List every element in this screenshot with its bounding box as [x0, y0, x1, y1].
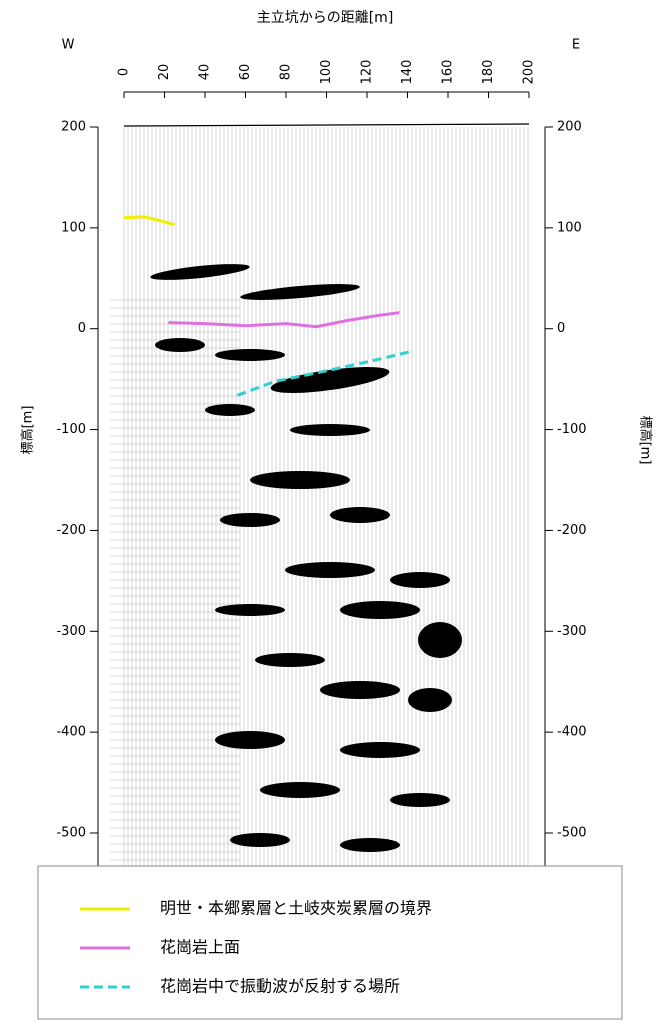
y-tick-label: -400 — [56, 725, 86, 740]
legend-box — [37, 865, 623, 1020]
x-tick-label: 80 — [279, 64, 294, 81]
horizon-line — [168, 311, 400, 329]
east-label: E — [572, 38, 580, 53]
y-tick-label: 200 — [61, 120, 86, 135]
reflection-blobs — [150, 264, 462, 852]
x-tick-label: 160 — [441, 60, 456, 85]
horizon-line — [236, 350, 410, 397]
y-tick-label: 100 — [61, 220, 86, 235]
y2-tick-label: 0 — [557, 321, 565, 336]
surface-line — [123, 123, 530, 127]
legend-label: 花崗岩中で振動波が反射する場所 — [160, 977, 400, 996]
y2-tick-label: 200 — [557, 120, 582, 135]
x-tick-label: 120 — [360, 60, 375, 85]
y-axis-label: 標高[m] — [20, 406, 36, 455]
y2-tick-label: -300 — [557, 624, 587, 639]
y2-tick-label: -200 — [557, 523, 587, 538]
y-tick-label: 0 — [78, 321, 86, 336]
x-tick-label: 180 — [481, 60, 496, 85]
horizon-line — [123, 215, 176, 227]
y-tick-label: -200 — [56, 523, 86, 538]
y2-axis-label: 標高[m] — [638, 416, 654, 465]
chart-title: 主立坑からの距離[m] — [257, 9, 394, 26]
x-tick-label: 100 — [319, 60, 334, 85]
y-tick-label: -100 — [56, 422, 86, 437]
y2-tick-label: -400 — [557, 725, 587, 740]
x-tick-label: 140 — [400, 60, 415, 85]
x-tick-label: 0 — [117, 68, 132, 76]
y-tick-label: -300 — [56, 624, 86, 639]
x-tick-label: 20 — [157, 64, 172, 81]
y2-tick-label: 100 — [557, 220, 582, 235]
west-label: W — [62, 38, 75, 53]
y2-tick-label: -100 — [557, 422, 587, 437]
seismic-section — [110, 123, 530, 866]
y-tick-label: -500 — [56, 826, 86, 841]
legend-label: 花崗岩上面 — [160, 938, 240, 957]
legend-label: 明世・本郷累層と土岐夾炭累層の境界 — [160, 899, 432, 918]
x-tick-label: 40 — [198, 64, 213, 81]
x-tick-label: 60 — [238, 64, 253, 81]
x-tick-label: 200 — [522, 60, 537, 85]
y2-tick-label: -500 — [557, 826, 587, 841]
